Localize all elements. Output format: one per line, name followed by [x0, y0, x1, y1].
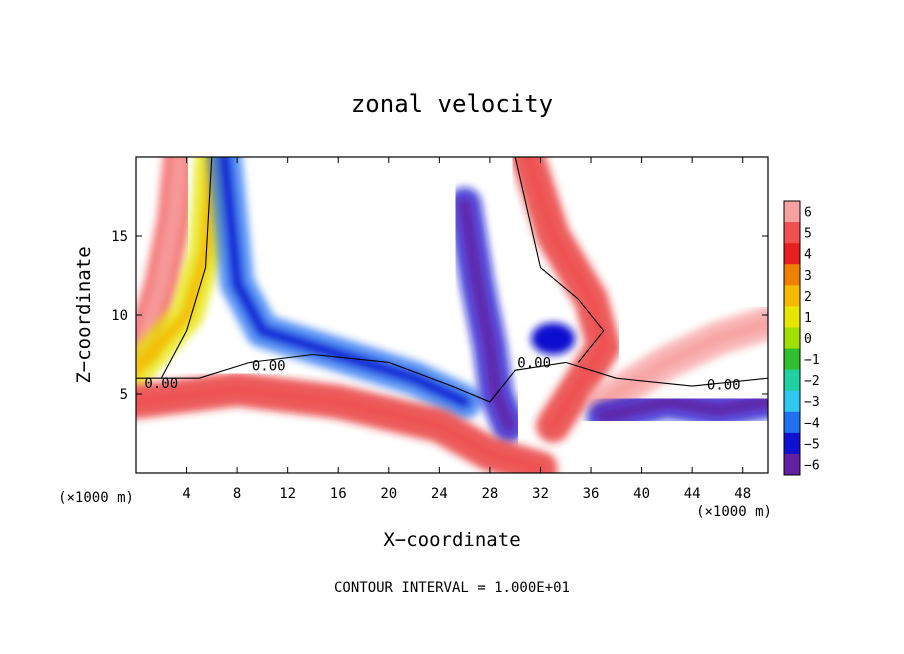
- colorbar-label: −5: [804, 437, 820, 452]
- colorbar-label: 5: [804, 227, 812, 242]
- field-feature-8: [586, 384, 768, 435]
- colorbar-swatch: [784, 453, 800, 476]
- field-feature-0: [136, 157, 198, 364]
- colorbar-label: 1: [804, 311, 812, 326]
- colorbar-label: 6: [804, 206, 812, 221]
- colorbar-label: −6: [804, 458, 820, 473]
- x-unit-right: (×1000 m): [696, 504, 772, 520]
- x-tick-label: 48: [734, 486, 751, 502]
- velocity-field: [136, 157, 768, 473]
- x-tick-label: 44: [684, 486, 701, 502]
- field-feature-3: [447, 187, 526, 443]
- colorbar-swatch: [784, 327, 800, 350]
- contour-labels: 0.00 0.00 0.00 0.00: [144, 355, 740, 393]
- field-feature-2: [207, 157, 482, 419]
- x-tick-label: 20: [380, 486, 397, 502]
- colorbar-label: −4: [804, 416, 820, 431]
- colorbar-swatch: [784, 348, 800, 371]
- chart-title: zonal velocity: [351, 90, 553, 118]
- colorbar-label: 2: [804, 290, 812, 305]
- colorbar-label: −3: [804, 395, 820, 410]
- x-tick-label: 40: [633, 486, 650, 502]
- contour-label: 0.00: [707, 378, 741, 394]
- field-feature-7: [586, 305, 768, 419]
- colorbar-swatch: [784, 306, 800, 328]
- contour-interval-note: CONTOUR INTERVAL = 1.000E+01: [334, 580, 570, 596]
- colorbar-label: −2: [804, 374, 820, 389]
- x-tick-label: 12: [279, 486, 296, 502]
- colorbar-label: 3: [804, 269, 812, 284]
- contour-label: 0.00: [144, 376, 178, 392]
- zero-contours: [136, 157, 768, 403]
- x-tick-label: 24: [431, 486, 448, 502]
- x-axis-ticks: 4 8 12 16 20 24 28 32 36 40 44 48: [182, 157, 751, 502]
- colorbar-label: 0: [804, 332, 812, 347]
- field-feature-4: [531, 322, 576, 355]
- colorbar-swatch: [784, 201, 800, 223]
- colorbar-frame: [783, 200, 801, 476]
- colorbar-swatch: [784, 264, 800, 286]
- y-tick-label: 15: [111, 229, 128, 245]
- y-axis-ticks: 5 10 15: [111, 229, 768, 403]
- x-tick-label: 36: [583, 486, 600, 502]
- x-unit-left: (×1000 m): [58, 490, 134, 506]
- colorbar-swatch: [784, 432, 800, 455]
- x-tick-label: 28: [481, 486, 498, 502]
- zero-contour-1: [160, 157, 213, 379]
- y-tick-label: 10: [111, 308, 128, 324]
- y-axis-label: Z−coordinate: [73, 246, 95, 383]
- field-feature-6: [136, 372, 558, 473]
- x-axis-label: X−coordinate: [383, 529, 520, 551]
- x-tick-label: 16: [330, 486, 347, 502]
- zero-contour-2: [514, 157, 605, 363]
- colorbar-swatch: [784, 243, 800, 265]
- colorbar-swatch: [784, 222, 800, 244]
- x-tick-label: 8: [233, 486, 241, 502]
- x-tick-label: 32: [532, 486, 549, 502]
- x-tick-label: 4: [182, 486, 190, 502]
- colorbar-swatch: [784, 285, 800, 307]
- colorbar: 6 5 4 3 2 1 0 −1 −2 −3 −4 −5 −6: [783, 200, 820, 476]
- colorbar-label: −1: [804, 353, 820, 368]
- colorbar-swatch: [784, 369, 800, 392]
- colorbar-swatch: [784, 411, 800, 434]
- zero-contour-0: [136, 353, 768, 403]
- colorbar-swatch: [784, 390, 800, 413]
- field-feature-5: [510, 157, 621, 443]
- contour-label: 0.00: [252, 359, 286, 375]
- contour-label: 0.00: [517, 355, 551, 371]
- colorbar-label: 4: [804, 248, 812, 263]
- y-tick-label: 5: [120, 387, 128, 403]
